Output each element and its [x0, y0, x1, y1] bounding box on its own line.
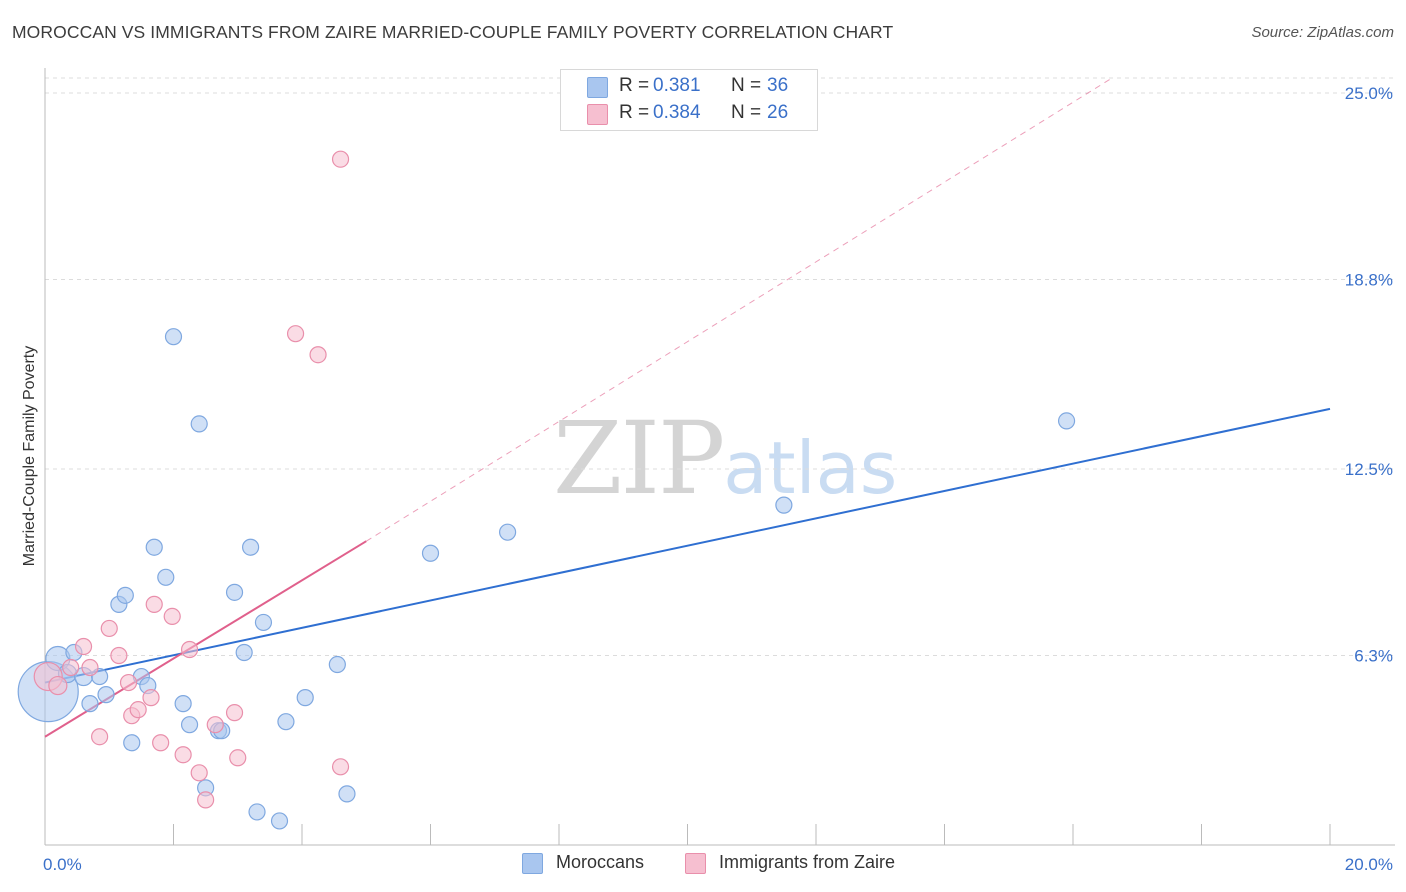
data-point [331, 758, 350, 776]
data-point [116, 586, 134, 604]
bottom-legend-label: Moroccans [556, 852, 645, 872]
data-point [110, 646, 128, 665]
data-point [328, 655, 346, 674]
data-point [190, 415, 208, 433]
data-point [97, 686, 115, 704]
chart-title: MOROCCAN VS IMMIGRANTS FROM ZAIRE MARRIE… [12, 22, 894, 42]
data-point [242, 538, 260, 556]
data-point [174, 746, 192, 764]
y-tick-label: 18.8% [1345, 271, 1393, 290]
data-point [197, 791, 215, 809]
y-tick-label: 25.0% [1345, 84, 1393, 103]
trend-lines [44, 77, 1331, 738]
legend-r-value: 0.381 [653, 75, 701, 96]
data-point [225, 704, 244, 722]
data-point [225, 583, 244, 601]
grid-lines [45, 77, 1395, 657]
data-point [123, 734, 141, 752]
data-point [91, 728, 109, 746]
data-point [152, 734, 170, 752]
data-point [74, 637, 93, 656]
data-point [81, 695, 99, 713]
data-point [129, 701, 147, 719]
legend-swatch-moroccans [587, 77, 608, 98]
data-point [421, 544, 440, 562]
data-point [277, 713, 295, 731]
legend-n-value: 36 [767, 75, 789, 96]
watermark: ZIPatlas [553, 400, 897, 517]
data-point [286, 325, 305, 343]
y-tick-label: 6.3% [1354, 647, 1393, 666]
data-point [119, 673, 138, 692]
data-point [62, 658, 80, 677]
legend-n-label: N = [731, 102, 762, 123]
data-point [775, 496, 793, 514]
data-point [180, 716, 199, 734]
data-point [142, 689, 160, 707]
data-point [254, 613, 273, 632]
legend-r-label: R = [619, 75, 650, 96]
data-point [206, 716, 224, 734]
legend-r-label: R = [619, 102, 650, 123]
data-point [331, 150, 350, 168]
legend-n-value: 26 [767, 102, 789, 123]
trend-line-extension [365, 77, 1113, 542]
data-point [163, 607, 181, 626]
y-axis-label: Married-Couple Family Poverty [21, 345, 38, 567]
data-point [338, 785, 356, 803]
legend-r-value: 0.384 [653, 102, 701, 123]
data-point [229, 749, 247, 767]
watermark-atlas: atlas [723, 426, 898, 510]
data-point [145, 538, 163, 556]
data-point [157, 568, 175, 586]
legend-swatch-zaire [587, 104, 608, 125]
watermark-zip: ZIP [553, 400, 725, 517]
data-point [48, 675, 68, 696]
data-point [1057, 412, 1076, 430]
data-point [100, 619, 118, 638]
source-label: Source: ZipAtlas.com [1251, 24, 1394, 41]
x-tick-label: 20.0% [1345, 855, 1393, 874]
data-point [296, 689, 314, 707]
legend: R = 0.381 N = 36 R = 0.384 N = 26 [560, 69, 818, 131]
tick-labels: 6.3% 12.5% 18.8% 25.0% 0.0% 20.0% [43, 84, 1393, 874]
data-point [270, 812, 289, 830]
data-point [309, 346, 327, 364]
bottom-legend-swatch-moroccans [522, 853, 543, 874]
bottom-legend-label: Immigrants from Zaire [719, 852, 896, 872]
data-point [145, 595, 163, 613]
data-point [81, 658, 99, 677]
legend-n-label: N = [731, 75, 762, 96]
data-point [248, 803, 266, 821]
y-tick-label: 12.5% [1345, 460, 1393, 479]
bottom-legend-swatch-zaire [685, 853, 706, 874]
data-point [164, 328, 183, 346]
data-point [235, 643, 253, 662]
trend-line [44, 407, 1331, 684]
x-tick-label: 0.0% [43, 855, 82, 874]
axes [44, 68, 1395, 846]
data-point [190, 764, 208, 782]
data-points [17, 150, 1076, 830]
data-point [499, 523, 517, 541]
data-point [180, 640, 199, 659]
data-point [174, 695, 192, 713]
